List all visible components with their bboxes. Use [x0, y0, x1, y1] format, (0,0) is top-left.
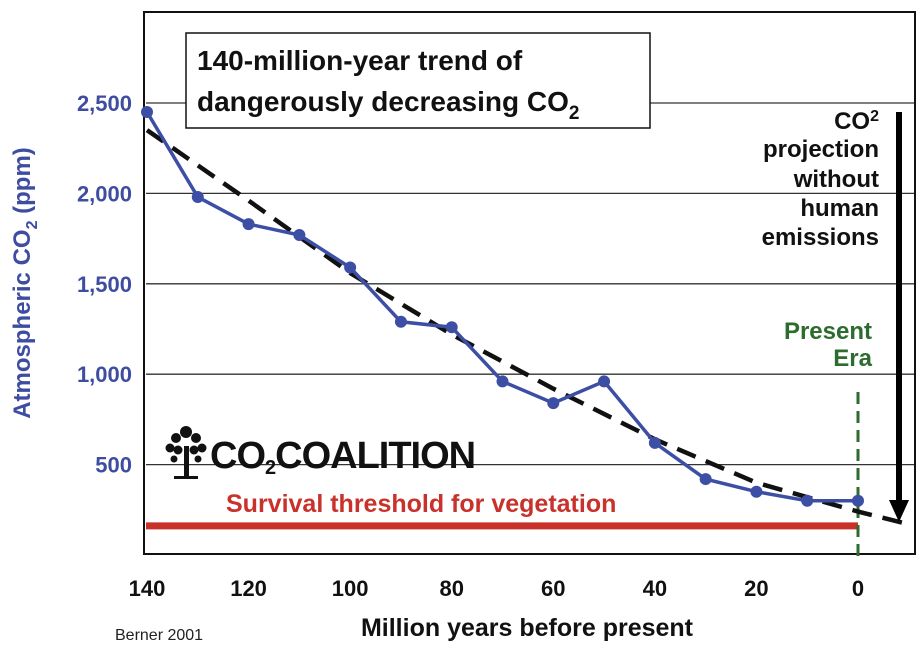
y-tick-label: 1,000 [77, 362, 132, 387]
projection-label-line5: emissions [762, 224, 879, 251]
data-point [141, 106, 153, 119]
projection-label-line4: human [800, 195, 879, 222]
y-tick-label: 500 [95, 453, 132, 478]
projection-arrow [889, 112, 909, 522]
x-tick-label: 140 [129, 576, 166, 601]
data-point [191, 191, 204, 204]
projection-label-line1: CO2 [834, 108, 879, 135]
data-point [852, 494, 864, 507]
source-citation: Berner 2001 [115, 627, 203, 644]
x-tick-label: 80 [439, 576, 463, 601]
y-tick-label: 2,500 [77, 91, 132, 116]
x-tick-label: 100 [332, 576, 369, 601]
present-era-label-line2: Era [833, 345, 872, 372]
x-tick-label: 40 [643, 576, 667, 601]
data-point [801, 494, 814, 507]
projection-label-line3: without [793, 166, 879, 193]
projection-label-line2: projection [763, 136, 879, 163]
y-tick-labels: 500 1,000 1,500 2,000 2,500 [77, 91, 132, 478]
data-point [394, 315, 407, 328]
data-point [496, 375, 509, 388]
data-point [445, 321, 458, 334]
data-point [242, 218, 255, 231]
x-tick-label: 20 [744, 576, 768, 601]
data-point [344, 261, 357, 274]
data-point [648, 436, 661, 449]
y-tick-label: 2,000 [77, 181, 132, 206]
x-tick-label: 0 [852, 576, 864, 601]
present-era-label-line1: Present [784, 318, 872, 345]
arrow-down-icon [889, 500, 909, 522]
co2-coalition-logo: CO2COALITION [165, 426, 476, 479]
co2-series-points [141, 106, 864, 507]
chart-title-line2: dangerously decreasing CO2 [197, 86, 579, 124]
data-point [750, 485, 763, 498]
tree-icon [165, 426, 207, 479]
x-tick-labels: 140 120 100 80 60 40 20 0 [129, 576, 864, 601]
data-point [699, 473, 712, 486]
y-tick-label: 1,500 [77, 272, 132, 297]
svg-text:CO2COALITION: CO2COALITION [210, 435, 475, 479]
x-tick-label: 60 [541, 576, 565, 601]
survival-threshold-label: Survival threshold for vegetation [226, 490, 616, 518]
x-tick-label: 120 [230, 576, 267, 601]
title-box [185, 32, 651, 129]
data-point [547, 397, 560, 410]
data-point [293, 228, 306, 241]
y-axis-label: Atmospheric CO2 (ppm) [9, 147, 41, 419]
x-axis-label: Million years before present [361, 614, 694, 642]
chart-title-line1: 140-million-year trend of [197, 45, 523, 76]
plot-frame [143, 11, 916, 555]
data-point [598, 375, 611, 388]
